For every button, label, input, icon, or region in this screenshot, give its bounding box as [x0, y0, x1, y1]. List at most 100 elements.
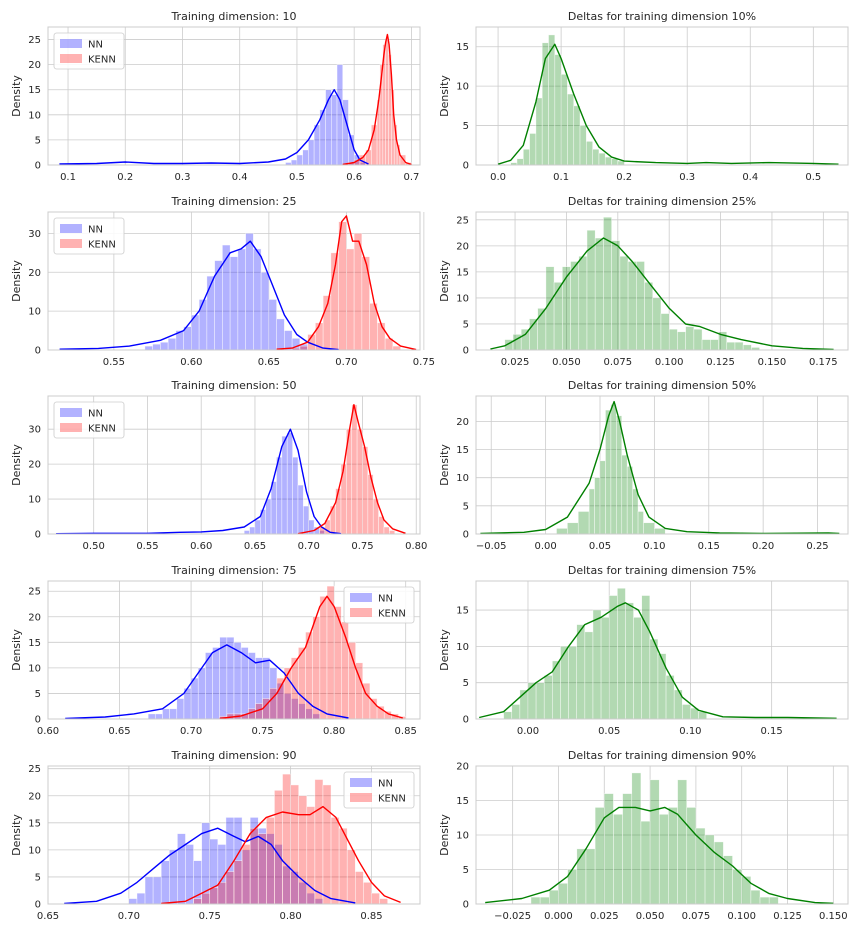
histogram-bar-kenn — [298, 795, 308, 904]
histogram-bar-delta — [627, 261, 637, 350]
chart-panel-4: 0.025 0.050 0.075 0.100 0.125 0.150 0.175 0 5 10 1… — [438, 195, 849, 368]
histogram-bar-kenn — [298, 647, 306, 719]
x-tick-label: 0.125 — [706, 357, 735, 368]
x-tick-label: 0.85 — [395, 726, 417, 737]
histogram-bar-delta — [654, 528, 666, 534]
histogram-bar-delta — [568, 646, 578, 719]
x-tick-label: −0.05 — [476, 541, 507, 552]
legend-box — [53, 217, 125, 255]
chart-panel-3: 0.55 0.60 0.65 0.70 0.75 0 10 20 30 Training dime… — [10, 195, 435, 368]
histogram-bar-delta — [751, 347, 760, 350]
legend-label-nn: NN — [378, 594, 393, 605]
histogram-bar-delta — [558, 882, 568, 904]
histogram-bar-delta — [633, 617, 642, 719]
histogram-bar-kenn — [377, 322, 386, 350]
y-tick-label: 5 — [463, 678, 469, 689]
histogram-bar-kenn — [353, 233, 363, 350]
y-tick-label: 20 — [28, 268, 41, 279]
histogram-bar-kenn — [319, 596, 328, 719]
histogram-bar-delta — [594, 477, 601, 534]
x-tick-label: 0.05 — [589, 541, 611, 552]
y-axis-label: Density — [438, 260, 451, 302]
histogram-bar-delta — [658, 813, 669, 904]
histogram-bar-delta — [625, 602, 634, 719]
histogram-bar-delta — [668, 328, 678, 350]
y-tick-label: 20 — [456, 241, 469, 252]
y-tick-label: 20 — [28, 791, 41, 802]
histogram-bar-delta — [535, 97, 543, 165]
kde-line-kenn — [219, 595, 403, 719]
histogram-bar-nn — [254, 519, 261, 534]
legend: NN KENN — [343, 771, 415, 809]
histogram-bar-kenn — [276, 677, 285, 719]
kde-line-delta — [479, 602, 837, 719]
histogram-bar-nn — [233, 642, 242, 719]
y-tick-label: 5 — [463, 501, 469, 512]
x-tick-label: 0.15 — [698, 541, 720, 552]
legend: NN KENN — [53, 217, 125, 255]
legend-box — [53, 401, 125, 439]
histogram-bar-delta — [611, 158, 619, 165]
histogram-bar-kenn — [399, 154, 406, 165]
legend-label-kenn: KENN — [88, 55, 116, 66]
chart-title: Deltas for training dimension 75% — [568, 564, 756, 577]
histogram-bar-kenn — [201, 892, 211, 904]
y-tick-label: 0 — [35, 346, 41, 357]
legend-swatch-nn — [350, 778, 372, 787]
histogram-bar-nn — [144, 345, 153, 350]
histogram-bar-kenn — [290, 784, 299, 904]
legend-box — [343, 771, 415, 809]
chart-panel-8: 0.00 0.05 0.10 0.15 0 5 10 15 Deltas for trainin… — [438, 564, 849, 737]
histogram-bar-nn — [155, 713, 163, 719]
histogram-bar-nn — [297, 484, 304, 534]
legend-swatch-kenn — [350, 608, 372, 617]
plot-area — [56, 404, 406, 534]
histogram-bar-kenn — [338, 827, 348, 904]
histogram-bar-kenn — [233, 860, 243, 904]
histogram-bar-nn — [290, 159, 298, 165]
y-axis-label: Density — [10, 444, 23, 486]
chart-panel-10: −0.025 0.000 0.025 0.050 0.075 0.100 0.125 0.15… — [438, 749, 849, 922]
x-tick-label: 0.80 — [323, 726, 345, 737]
histogram-bar-kenn — [299, 345, 308, 350]
y-tick-label: 30 — [28, 229, 41, 240]
y-tick-label: 10 — [28, 110, 41, 121]
histogram-bar-nn — [268, 299, 277, 350]
histogram-bar-delta — [549, 889, 559, 904]
histogram-bar-kenn — [363, 882, 372, 904]
y-tick-label: 5 — [463, 865, 469, 876]
legend-label-kenn: KENN — [88, 424, 116, 435]
histogram-bar-delta — [726, 341, 736, 350]
histogram-bar-delta — [503, 711, 513, 719]
histogram-bar-delta — [621, 454, 628, 534]
y-tick-label: 15 — [456, 796, 469, 807]
x-tick-label: 0.80 — [405, 541, 427, 552]
histogram-bar-nn — [169, 849, 178, 904]
y-tick-label: 20 — [28, 612, 41, 623]
chart-title: Training dimension: 75 — [170, 564, 296, 577]
histogram-bar-nn — [193, 860, 202, 904]
histogram-bar-nn — [276, 456, 283, 534]
y-tick-label: 20 — [28, 60, 41, 71]
x-tick-label: 0.025 — [590, 911, 619, 922]
histogram-bar-delta — [677, 331, 686, 350]
y-tick-label: 10 — [456, 473, 469, 484]
histogram-bar-delta — [768, 896, 779, 904]
x-tick-label: 0.60 — [37, 726, 59, 737]
histogram-bar-kenn — [269, 688, 278, 719]
histogram-bar-delta — [594, 237, 604, 350]
histogram-bar-nn — [313, 124, 321, 165]
histogram-bar-delta — [641, 595, 651, 719]
histogram-bar-kenn — [355, 871, 364, 904]
y-axis-label: Density — [438, 814, 451, 856]
x-tick-label: 0.5 — [805, 172, 821, 183]
histogram-bar-nn — [222, 244, 231, 350]
plot-area — [485, 772, 834, 904]
histogram-bar-nn — [128, 898, 138, 904]
histogram-bar-delta — [640, 820, 651, 904]
histogram-bar-nn — [243, 530, 250, 534]
histogram-bar-delta — [643, 522, 655, 534]
histogram-bar-delta — [598, 152, 606, 165]
histogram-bar-delta — [577, 511, 590, 534]
